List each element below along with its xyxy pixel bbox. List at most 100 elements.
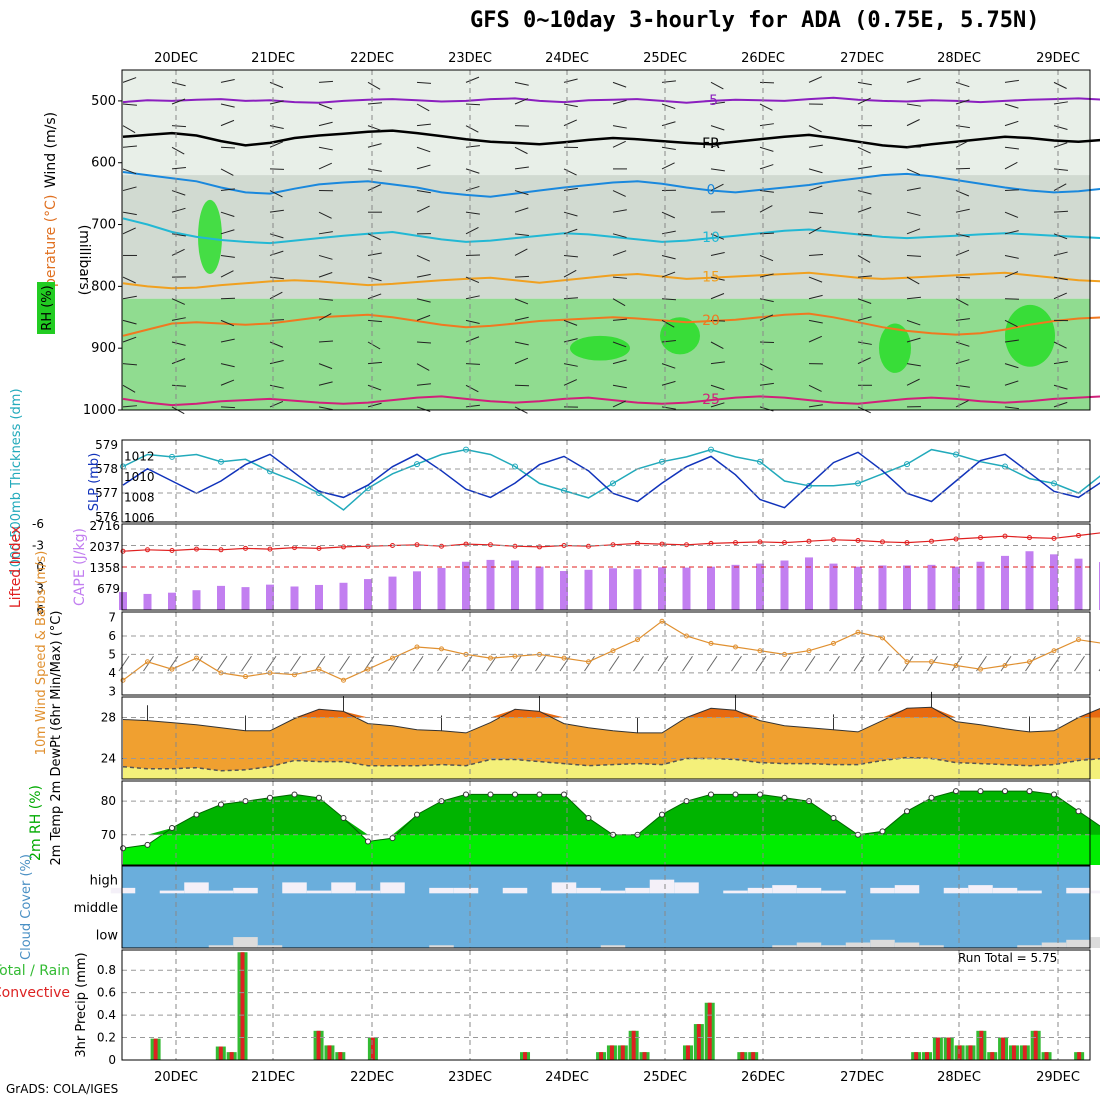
wind-barb	[808, 168, 823, 174]
wind-barb	[367, 384, 382, 391]
prec-tick-0.8: 0.8	[97, 963, 116, 977]
li-point-25	[733, 540, 738, 546]
wind-barb	[416, 363, 430, 371]
cape-bar-18	[560, 571, 568, 610]
isotherm-label-1: FR	[702, 136, 720, 152]
rh-point-29	[830, 814, 837, 821]
wind10-barb-27	[780, 655, 791, 672]
wind-barb	[318, 381, 333, 386]
wind-barb	[220, 211, 235, 217]
thickness-point-0	[120, 463, 126, 470]
wind-barb	[416, 341, 432, 344]
wind-barb	[1053, 210, 1069, 213]
wind-barb	[416, 314, 431, 321]
wind-barb	[269, 400, 284, 408]
wind-barb	[269, 291, 283, 300]
rh-point-6	[267, 794, 273, 801]
wind-barb	[955, 208, 970, 213]
temp-line	[122, 706, 1100, 734]
temp-tick-24: 24	[101, 752, 116, 766]
li-point-6	[267, 546, 273, 552]
wind-barb	[661, 146, 676, 150]
wind-barb	[269, 141, 284, 148]
wind-barb	[857, 298, 872, 304]
wind-barb	[318, 121, 333, 127]
cape-bar-15	[486, 559, 495, 610]
cape-bar-11	[388, 576, 397, 610]
upper-legend-rh: RH (%)	[40, 285, 55, 330]
wind-barb	[612, 209, 627, 213]
wind-barb	[857, 316, 872, 321]
wind-barb	[808, 253, 824, 256]
wind-barb	[759, 254, 774, 262]
wind-barb	[563, 211, 578, 217]
wind-point-9	[341, 677, 346, 683]
cape-bar-14	[462, 561, 470, 610]
wind-barb	[612, 318, 627, 321]
precip-convective-bar-78	[968, 1045, 973, 1060]
cape-bar-31	[878, 565, 887, 610]
precip-convective-bar-19	[327, 1045, 332, 1060]
cloud-low-40	[1090, 937, 1100, 948]
wind-barb	[906, 103, 921, 107]
cape-bar-39	[1074, 558, 1083, 610]
wind-barb	[465, 103, 481, 106]
cape-bar-19	[584, 569, 593, 610]
wind-barb	[171, 207, 186, 213]
isotherm-15-4	[122, 271, 1100, 290]
wind10-barb-13	[437, 655, 448, 672]
wind-barb	[955, 99, 970, 105]
prec-tick-0.4: 0.4	[97, 1008, 116, 1022]
wind-barb	[710, 402, 725, 408]
wind10-barb-5	[241, 655, 252, 672]
wind-barb	[122, 319, 137, 325]
slp-ylabel: SLP (mb)	[87, 453, 102, 512]
wind-barb	[465, 336, 480, 343]
dewpoint-area	[123, 757, 1100, 779]
precip-convective-bar-73	[914, 1052, 919, 1060]
wind-barb	[122, 168, 137, 175]
rh-point-16	[512, 791, 518, 798]
rh-point-35	[977, 788, 984, 795]
cloud-high-gap-18	[551, 882, 577, 894]
wind-barb	[367, 143, 382, 148]
wind-barb	[220, 103, 235, 108]
cloud-high-gap-11	[380, 882, 405, 894]
wind-tick-5: 5	[108, 647, 116, 661]
thickness-point-24	[708, 446, 714, 453]
wind-barb	[1004, 271, 1019, 278]
cloud-bg	[122, 866, 1090, 948]
li-point-14	[463, 541, 469, 547]
thick-tick-578: 578	[95, 462, 118, 476]
wind-barb	[220, 363, 235, 368]
wind-barb	[269, 319, 285, 321]
wind-barb	[416, 205, 430, 213]
rh-point-14	[463, 791, 469, 798]
precip-convective-bar-88	[1077, 1052, 1082, 1060]
wind-barb	[857, 233, 872, 236]
wind-barb	[1053, 81, 1067, 89]
wind-barb	[563, 228, 578, 235]
date-bottom-28DEC: 28DEC	[937, 1070, 981, 1085]
cloud-high-gap-26	[747, 887, 773, 894]
cloud-low-13	[429, 945, 454, 948]
cape-bar-38	[1050, 554, 1058, 610]
wind-barb	[955, 298, 969, 306]
wind-barb	[612, 190, 626, 197]
li-ylabel: Lifted Index	[8, 526, 24, 608]
wind-barb	[416, 406, 431, 412]
wind-barb	[808, 185, 823, 192]
rh-point-36	[1002, 788, 1008, 795]
date-bottom-29DEC: 29DEC	[1036, 1070, 1080, 1085]
wind-barb	[514, 207, 529, 213]
isotherm-25-6	[122, 395, 1100, 407]
wind-barb	[514, 357, 529, 365]
rh-point-17	[536, 791, 543, 798]
wind-barb	[416, 81, 432, 84]
run-total-label: Run Total = 5.75	[958, 951, 1058, 965]
prec-frame	[121, 949, 1091, 1061]
rh-point-18	[561, 791, 567, 798]
wind-barb	[465, 76, 480, 83]
wind-barb	[759, 232, 775, 235]
